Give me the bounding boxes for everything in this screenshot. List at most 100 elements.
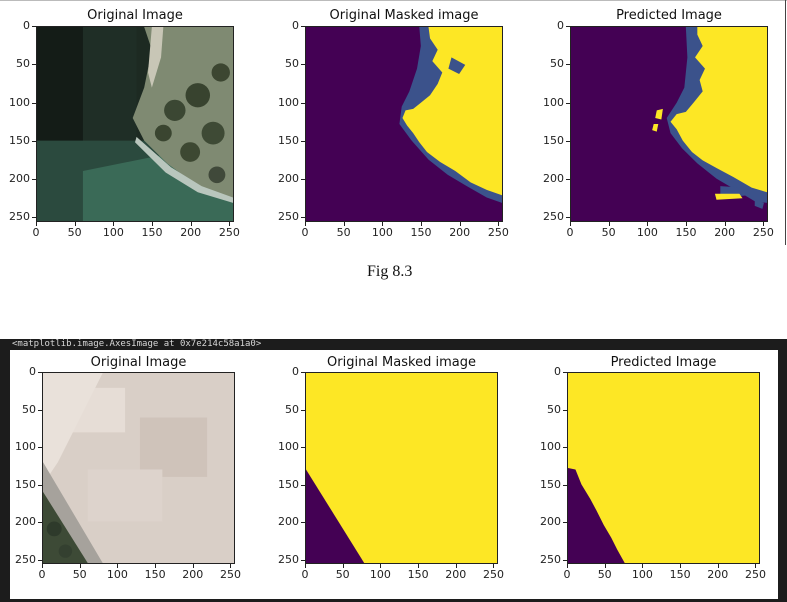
y-tick-label: 100 xyxy=(278,440,299,453)
y-tick-mark xyxy=(38,447,42,448)
y-tick-mark xyxy=(563,372,567,373)
x-tick-mark xyxy=(604,564,606,568)
y-tick-mark xyxy=(301,522,305,523)
y-tick-label: 150 xyxy=(15,477,36,491)
x-tick-mark xyxy=(74,222,76,226)
y-tick-mark xyxy=(563,409,567,411)
y-tick-mark xyxy=(38,372,42,373)
x-tick-mark xyxy=(567,564,568,568)
x-tick-mark xyxy=(755,564,757,568)
top-border xyxy=(0,0,787,1)
x-tick-mark xyxy=(493,564,495,568)
y-tick-label: 250 xyxy=(278,552,299,566)
x-tick-mark xyxy=(680,564,682,568)
y-tick-mark xyxy=(38,559,42,561)
y-tick-label: 0 xyxy=(23,19,30,32)
right-border xyxy=(785,0,786,245)
x-tick-label: 200 xyxy=(707,568,729,581)
y-tick-label: 50 xyxy=(550,57,564,71)
x-tick-mark xyxy=(763,222,765,226)
y-tick-label: 0 xyxy=(29,365,36,378)
y-tick-mark xyxy=(301,559,305,561)
x-tick-label: 50 xyxy=(67,226,82,239)
x-tick-label: 250 xyxy=(218,226,240,239)
y-tick-mark xyxy=(563,522,567,523)
x-tick-label: 50 xyxy=(336,226,351,239)
y-tick-mark xyxy=(301,372,305,373)
x-tick-label: 250 xyxy=(744,568,766,581)
x-tick-mark xyxy=(42,564,43,568)
x-tick-label: 0 xyxy=(301,226,309,239)
y-tick-label: 200 xyxy=(278,515,299,528)
y-tick-mark xyxy=(38,484,42,486)
y-tick-label: 150 xyxy=(278,133,299,147)
y-tick-label: 0 xyxy=(554,365,561,378)
x-tick-label: 100 xyxy=(636,226,658,239)
x-tick-mark xyxy=(342,564,344,568)
panel-title-original-image-2: Original Image xyxy=(90,355,187,370)
y-tick-label: 150 xyxy=(9,133,30,147)
y-tick-label: 100 xyxy=(15,440,36,453)
y-tick-label: 0 xyxy=(557,19,564,32)
y-tick-label: 250 xyxy=(9,210,30,224)
y-tick-mark xyxy=(566,179,570,181)
y-tick-label: 50 xyxy=(285,402,299,416)
x-tick-label: 200 xyxy=(714,226,736,239)
x-tick-mark xyxy=(155,564,157,568)
y-tick-mark xyxy=(32,102,36,104)
y-tick-label: 150 xyxy=(278,477,299,491)
y-tick-mark xyxy=(32,64,36,66)
x-tick-label: 200 xyxy=(182,568,204,581)
y-tick-mark xyxy=(32,217,36,219)
x-tick-mark xyxy=(455,564,457,568)
x-tick-mark xyxy=(608,222,610,226)
output-text: <matplotlib.image.AxesImage at 0x7e214c5… xyxy=(12,339,262,349)
y-tick-mark xyxy=(301,140,305,142)
y-tick-mark xyxy=(38,522,42,523)
x-tick-mark xyxy=(647,222,649,226)
y-tick-label: 200 xyxy=(543,172,564,186)
y-tick-mark xyxy=(566,102,570,104)
y-tick-label: 0 xyxy=(292,19,299,32)
panel-title-predicted-2: Predicted Image xyxy=(610,355,717,370)
x-tick-label: 0 xyxy=(38,568,46,581)
y-tick-label: 0 xyxy=(292,365,299,378)
x-tick-label: 50 xyxy=(601,226,616,239)
figure-caption: Fig 8.3 xyxy=(367,263,413,280)
y-tick-label: 200 xyxy=(15,515,36,528)
y-tick-label: 200 xyxy=(9,172,30,186)
y-tick-label: 250 xyxy=(278,210,299,224)
y-tick-mark xyxy=(566,26,570,27)
y-tick-mark xyxy=(32,26,36,27)
y-tick-mark xyxy=(38,409,42,411)
panel-title-original-image: Original Image xyxy=(87,8,183,23)
y-tick-label: 250 xyxy=(543,210,564,224)
original-image-desert xyxy=(42,372,235,564)
y-tick-mark xyxy=(301,64,305,66)
panel-title-predicted: Predicted Image xyxy=(616,8,722,23)
panel-title-original-masked-2: Original Masked image xyxy=(327,355,476,370)
x-tick-mark xyxy=(192,564,194,568)
y-tick-mark xyxy=(301,102,305,104)
x-tick-mark xyxy=(421,222,423,226)
y-tick-mark xyxy=(566,217,570,219)
x-tick-mark xyxy=(418,564,420,568)
y-tick-mark xyxy=(566,140,570,142)
x-tick-mark xyxy=(459,222,461,226)
y-tick-mark xyxy=(563,559,567,561)
y-tick-mark xyxy=(301,179,305,181)
y-tick-label: 250 xyxy=(15,552,36,566)
y-tick-label: 250 xyxy=(540,552,561,566)
x-tick-mark xyxy=(498,222,500,226)
x-tick-label: 100 xyxy=(369,568,391,581)
x-tick-label: 200 xyxy=(445,568,467,581)
x-tick-mark xyxy=(79,564,81,568)
y-tick-label: 100 xyxy=(540,440,561,453)
y-tick-label: 100 xyxy=(9,95,30,109)
predicted-mask-image xyxy=(570,26,768,222)
y-tick-mark xyxy=(301,447,305,448)
x-tick-label: 250 xyxy=(752,226,774,239)
x-tick-label: 50 xyxy=(335,568,350,581)
y-tick-label: 50 xyxy=(22,402,36,416)
y-tick-label: 50 xyxy=(547,402,561,416)
